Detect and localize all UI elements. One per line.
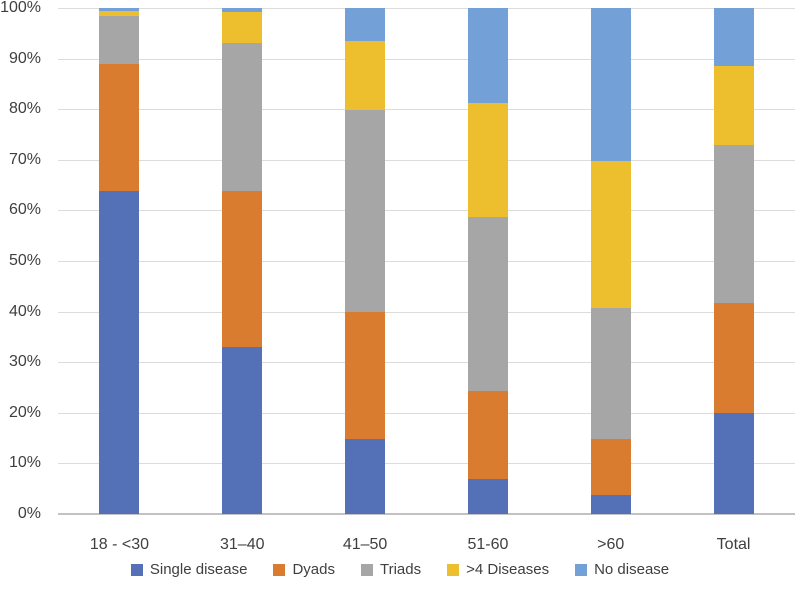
bar-segment-single-disease bbox=[713, 413, 754, 514]
legend-label: >4 Diseases bbox=[466, 561, 550, 578]
y-axis-tick-label: 40% bbox=[8, 302, 41, 320]
bar-31-40 bbox=[222, 8, 263, 514]
gridline bbox=[58, 261, 795, 262]
bar-segment-triads bbox=[590, 308, 631, 439]
bar--60 bbox=[590, 8, 631, 514]
legend-item: Triads bbox=[360, 561, 422, 578]
y-axis-tick-label: 60% bbox=[8, 201, 41, 219]
bar-segment-no-disease bbox=[345, 8, 386, 41]
x-axis-category-label: 41–50 bbox=[342, 536, 388, 553]
gridline bbox=[58, 8, 795, 9]
legend-swatch-icon bbox=[130, 563, 143, 576]
legend-swatch-icon bbox=[575, 563, 588, 576]
bar-segment-no-disease bbox=[99, 8, 140, 11]
x-axis-category-label: 51-60 bbox=[467, 536, 509, 553]
bar-segment-triads bbox=[222, 43, 263, 192]
bar-segment-dyads bbox=[590, 438, 631, 495]
bar-segment-triads bbox=[713, 145, 754, 303]
legend-item: >4 Diseases bbox=[447, 561, 549, 578]
bar-segment-dyads bbox=[467, 391, 508, 480]
bar-segment-no-disease bbox=[713, 8, 754, 66]
bar-segment-dyads bbox=[345, 312, 386, 440]
legend-label: No disease bbox=[594, 561, 670, 578]
gridline bbox=[58, 210, 795, 212]
y-axis-tick-label: 30% bbox=[8, 353, 41, 371]
bar-segment-single-disease bbox=[590, 494, 631, 514]
y-axis-tick-label: 50% bbox=[8, 252, 41, 269]
legend-label: Dyads bbox=[292, 561, 335, 578]
bar-segment-dyads bbox=[222, 191, 263, 348]
bar-segment-no-disease bbox=[590, 8, 631, 161]
y-axis-tick-label: 0% bbox=[17, 505, 41, 522]
bar-segment--4-diseases bbox=[345, 40, 386, 111]
gridline bbox=[58, 463, 795, 465]
bar-18-30 bbox=[99, 8, 140, 514]
gridline bbox=[58, 109, 795, 111]
legend-swatch-icon bbox=[360, 563, 373, 576]
y-axis-tick-label: 20% bbox=[8, 403, 41, 421]
gridline bbox=[58, 362, 795, 364]
x-axis-category-label: 18 - <30 bbox=[89, 536, 149, 553]
y-axis-tick-label: 70% bbox=[8, 150, 41, 168]
bar-total bbox=[713, 8, 754, 514]
bar-segment--4-diseases bbox=[222, 12, 263, 44]
chart-legend: Single disease Dyads Triads >4 Diseases No d… bbox=[0, 561, 800, 578]
bar-segment--4-diseases bbox=[713, 65, 754, 146]
legend-label: Triads bbox=[379, 561, 422, 578]
x-axis-category-label: >60 bbox=[597, 536, 625, 553]
y-axis-tick-label: 90% bbox=[8, 49, 41, 67]
bar-51-60 bbox=[467, 8, 508, 514]
legend-item: No disease bbox=[575, 561, 669, 578]
bar-segment-single-disease bbox=[467, 479, 508, 514]
bar-segment-single-disease bbox=[99, 191, 140, 514]
bar-segment-no-disease bbox=[467, 8, 508, 104]
bar-segment-single-disease bbox=[345, 439, 386, 514]
y-axis-tick-label: 10% bbox=[8, 454, 41, 472]
bar-segment--4-diseases bbox=[590, 160, 631, 309]
legend-item: Dyads bbox=[273, 561, 335, 578]
bar-segment-dyads bbox=[99, 63, 140, 192]
legend-swatch-icon bbox=[447, 563, 460, 576]
y-axis-tick-label: 80% bbox=[8, 100, 41, 118]
x-axis-category-label: 31–40 bbox=[220, 536, 265, 553]
bar-segment-triads bbox=[345, 110, 386, 313]
bar-segment-no-disease bbox=[222, 8, 263, 13]
bar-segment-triads bbox=[99, 15, 140, 64]
legend-swatch-icon bbox=[273, 563, 286, 576]
gridline bbox=[58, 311, 795, 313]
gridline bbox=[58, 412, 795, 414]
gridline bbox=[58, 159, 795, 161]
bar-segment-dyads bbox=[713, 302, 754, 414]
y-axis-tick-label: 100% bbox=[0, 0, 41, 16]
bar-segment-triads bbox=[467, 217, 508, 392]
bar-segment--4-diseases bbox=[467, 103, 508, 217]
gridline bbox=[58, 58, 795, 60]
x-axis-line bbox=[58, 513, 795, 515]
legend-label: Single disease bbox=[149, 561, 248, 578]
x-axis-category-label: Total bbox=[716, 536, 751, 553]
legend-item: Single disease bbox=[130, 561, 248, 578]
bar-segment--4-diseases bbox=[99, 10, 140, 16]
bar-41-50 bbox=[345, 8, 386, 514]
bar-segment-single-disease bbox=[222, 347, 263, 514]
